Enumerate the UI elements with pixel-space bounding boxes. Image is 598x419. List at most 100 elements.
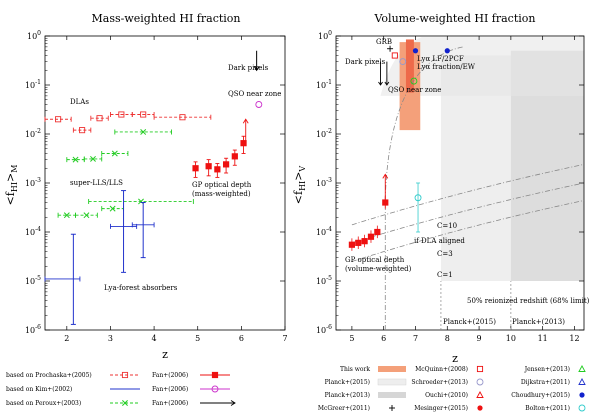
qso-point [410, 77, 418, 85]
mcgreer-point [387, 45, 394, 52]
legend-label: Dijkstra+(2011) [521, 379, 570, 386]
right-ann-planck2015: Planck+(2015) [443, 318, 496, 326]
right-y-axis-label: <fHI>V [292, 166, 307, 205]
x-tick-label: 6 [239, 334, 244, 343]
data-point [111, 150, 118, 157]
x-tick-label: 3 [108, 334, 113, 343]
right-ann-gp-vol: (volume-weighted) [345, 265, 412, 273]
right-x-axis-label: z [452, 352, 458, 365]
legend-marker [476, 391, 484, 398]
y-tick-label: 10-6 [316, 324, 332, 335]
data-point [214, 166, 221, 173]
legend-marker [121, 371, 129, 379]
legend-label: This work [340, 366, 370, 373]
left-chart-title: Mass-weighted HI fraction [92, 12, 241, 25]
arrow-head [382, 173, 389, 179]
y-tick-label: 10-2 [316, 128, 332, 139]
y-tick-label: 100 [318, 30, 332, 41]
cross-stroke [83, 212, 90, 219]
x-tick-label: 8 [445, 334, 450, 343]
right-ann-c3: C=3 [437, 250, 453, 258]
y-tick-label: 10-3 [25, 177, 41, 188]
left-axis-ticks: 2 3 4 5 6 7 10-6 10-5 10-4 10-3 10-2 10-1 100 [25, 30, 288, 343]
y-tick-label: 10-5 [25, 275, 41, 286]
model-region [380, 37, 584, 96]
legend-label: based on Prochaska+(2005) [6, 372, 92, 379]
data-point [63, 212, 70, 219]
legend-label: Bolton+(2011) [525, 405, 570, 412]
right-ann-c1: C=1 [437, 271, 453, 279]
cross-stroke [72, 156, 79, 163]
right-legend: This work McQuinn+(2008) Jensen+(2013) Plan… [318, 365, 586, 412]
arrow-head [242, 118, 249, 124]
legend-label: Schroeder+(2013) [411, 379, 468, 386]
legend-label: based on Kim+(2002) [6, 386, 72, 393]
x-tick-label: 7 [413, 334, 418, 343]
data-point [140, 129, 147, 135]
cross-stroke [109, 205, 116, 212]
y-tick-label: 10-5 [316, 275, 332, 286]
data-point [79, 127, 86, 134]
y-tick-label: 10-4 [316, 226, 332, 237]
data-point [222, 161, 230, 168]
right-ann-gp: GP optical depth [345, 256, 405, 264]
this-work-core [405, 39, 414, 93]
arrow-head [378, 81, 383, 86]
data-point [240, 140, 247, 147]
data-point [348, 241, 355, 248]
y-tick-label: 10-2 [25, 128, 41, 139]
legend-marker [578, 365, 586, 372]
legend-marker [476, 365, 484, 373]
legend-marker [579, 392, 585, 398]
data-point [192, 165, 199, 172]
right-ann-dark-pixels: Dark pixels [345, 58, 386, 66]
data-point [355, 239, 362, 246]
legend-label: Planck+(2015) [325, 379, 370, 386]
legend-label: based on Peroux+(2003) [6, 400, 81, 407]
left-panel: Mass-weighted HI fraction 2 3 4 5 6 7 10-6 10-5… [4, 12, 288, 361]
left-x-axis-label: z [162, 348, 168, 361]
x-tick-label: 9 [477, 334, 482, 343]
cross-stroke [140, 129, 147, 135]
right-panel: Volume-weighted HI fraction 5 6 7 8 9 10 11 12 1… [292, 12, 590, 365]
y-tick-label: 10-3 [316, 177, 332, 188]
x-tick-label: 2 [64, 334, 69, 343]
data-point [118, 111, 125, 118]
legend-label: Fan+(2006) [152, 400, 188, 407]
cross-stroke [138, 198, 144, 205]
y-tick-label: 10-1 [25, 79, 41, 90]
data-point [90, 155, 96, 162]
data-point [414, 194, 422, 202]
arrow-head [230, 400, 236, 406]
data-point [361, 238, 368, 245]
data-point [399, 58, 407, 66]
right-shading [380, 37, 584, 282]
left-ann-gp-mass: (mass-weighted) [192, 190, 251, 198]
cross-stroke [90, 155, 96, 162]
data-point [444, 48, 450, 54]
x-tick-label: 5 [349, 334, 354, 343]
legend-swatch [377, 378, 407, 386]
right-ann-qso: QSO near zone [388, 86, 441, 94]
legend-marker [211, 371, 219, 379]
data-point [205, 163, 212, 170]
right-ann-dla: if DLA aligned [414, 237, 465, 245]
data-point [55, 116, 62, 123]
right-ann-lya-lf: Lyα LF/2PCF [417, 55, 464, 63]
data-point [140, 111, 147, 118]
data-point [109, 205, 116, 212]
data-point [231, 153, 238, 160]
legend-label: Planck+(2013) [325, 392, 370, 399]
data-point [412, 48, 419, 54]
legend-label: Fan+(2006) [152, 386, 188, 393]
right-axis-ticks: 5 6 7 8 9 10 11 12 10-6 10-5 10-4 10-3 10-2 10-1 100 [316, 30, 584, 343]
right-ann-planck2013: Planck+(2013) [512, 318, 565, 326]
legend-swatch [378, 392, 406, 398]
legend-marker [211, 385, 219, 393]
x-tick-label: 4 [152, 334, 157, 343]
right-ann-grb: GRB [376, 38, 392, 46]
x-tick-label: 11 [538, 334, 548, 343]
legend-label: Fan+(2006) [152, 372, 188, 379]
left-legend: based on Prochaska+(2005) Fan+(2006) based… [6, 371, 236, 407]
cross-stroke [111, 150, 118, 157]
